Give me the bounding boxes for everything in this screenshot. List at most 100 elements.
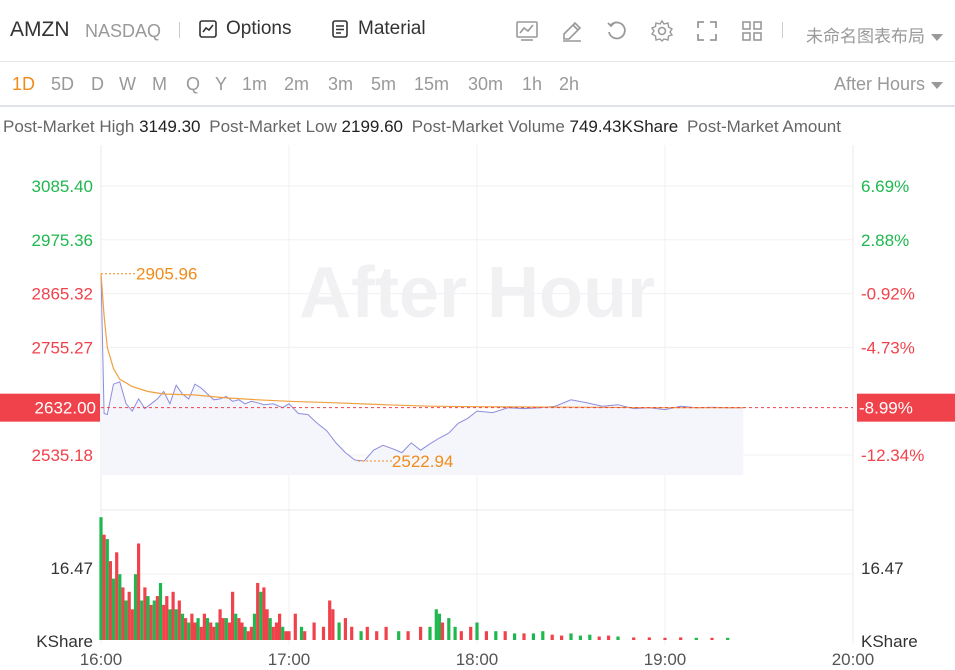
volume-bar [679,637,683,640]
volume-bar [453,626,457,640]
period-15m[interactable]: 15m [414,74,450,94]
volume-bar [459,631,463,640]
volume-bar [447,618,451,640]
undo-icon[interactable] [605,19,629,43]
period-q[interactable]: Q [186,74,201,94]
settings-gear-icon[interactable] [650,19,674,43]
current-pct-label: -8.99% [859,399,913,418]
volume-bar [152,600,156,640]
volume-bar [243,626,247,640]
volume-bar [616,636,620,640]
period-1d[interactable]: 1D [12,74,36,94]
caret-down-icon [931,34,943,42]
volume-bar [607,635,611,640]
volume-bar [293,613,297,640]
volume-bar [271,626,275,640]
period-d[interactable]: D [91,74,104,94]
volume-bar [215,622,219,640]
volume-bar [133,574,138,640]
volume-axis-tick-label-right: 16.47 [861,559,904,578]
volume-bar [190,613,194,640]
period-w[interactable]: W [119,74,136,94]
volume-bar [531,633,535,640]
left-axis-tick-label: 2535.18 [32,446,93,465]
period-1m[interactable]: 1m [242,74,268,94]
volume-bar [588,634,592,640]
current-pct-tag [857,393,955,422]
volume-bar [124,600,128,640]
period-m[interactable]: M [152,74,167,94]
indicator-icon[interactable] [515,19,539,43]
period-y[interactable]: Y [215,74,228,94]
volume-bar [265,609,269,640]
session-dropdown[interactable]: After Hours [834,74,943,95]
options-button[interactable]: Options [198,18,291,40]
period-5d[interactable]: 5D [51,74,75,94]
top-toolbar: AMZN NASDAQ Options Material 未命名图表布局 [0,0,955,62]
volume-bar [199,626,203,640]
volume-bar [350,626,354,640]
current-price-tag [0,393,100,422]
price-chart[interactable]: After Hour 2632.00 -8.99% 2905.96 2522.94 308… [0,145,955,670]
volume-bar [121,587,125,640]
volume-bar [560,635,564,640]
volume-bar [252,613,257,640]
volume-bar [196,618,200,640]
period-2m[interactable]: 2m [284,74,310,94]
material-button[interactable]: Material [330,18,426,40]
volume-bar [522,633,526,640]
fullscreen-icon[interactable] [695,19,719,43]
volume-bar [158,583,163,640]
watermark-text: After Hour [299,253,655,333]
draw-icon[interactable] [560,19,584,43]
divider [179,22,180,38]
period-3m[interactable]: 3m [328,74,354,94]
volume-bar [694,637,698,640]
stat-value: 2199.60 [341,117,403,136]
volume-bar [202,613,206,640]
period-2h[interactable]: 2h [559,74,580,94]
period-30m[interactable]: 30m [468,74,504,94]
symbol-name[interactable]: AMZN [10,18,70,41]
volume-bar [115,552,119,640]
volume-bar [165,596,169,640]
layout-grid-icon[interactable] [740,19,764,43]
volume-bar [337,622,341,640]
stat-label: Post-Market Low [209,117,337,136]
x-axis-tick-label: 17:00 [268,650,311,669]
volume-bar [597,636,601,640]
stat-label: Post-Market Amount [686,117,841,136]
stat-value: 749.43KShare [569,117,679,136]
period-5m[interactable]: 5m [371,74,397,94]
period-1h[interactable]: 1h [522,74,543,94]
left-axis-tick-label: 2755.27 [32,338,93,357]
volume-unit-label: KShare [36,632,93,651]
volume-bar [221,618,225,640]
volume-bar [218,609,222,640]
volume-bar [284,631,288,640]
volume-bar [240,622,244,640]
volume-bar [237,618,241,640]
volume-bar [312,622,316,640]
volume-bar [434,609,438,640]
left-axis-tick-label: 3085.40 [32,177,93,196]
volume-bar [231,591,235,640]
volume-bar [99,517,103,640]
volume-bar [177,600,181,640]
volume-bar [331,609,335,640]
exchange-name: NASDAQ [85,21,162,41]
volume-bar [303,631,307,640]
volume-bar [632,637,636,640]
volume-bar [343,618,347,640]
volume-bar [494,631,498,640]
layout-dropdown[interactable]: 未命名图表布局 [806,22,943,47]
volume-bar [469,626,473,640]
volume-bar [130,609,134,640]
volume-bar [365,626,369,640]
volume-bar [212,626,216,640]
volume-bar [108,561,112,640]
options-label: Options [226,18,292,39]
volume-bar [428,626,432,640]
material-label: Material [358,18,426,39]
volume-bar [437,613,441,640]
